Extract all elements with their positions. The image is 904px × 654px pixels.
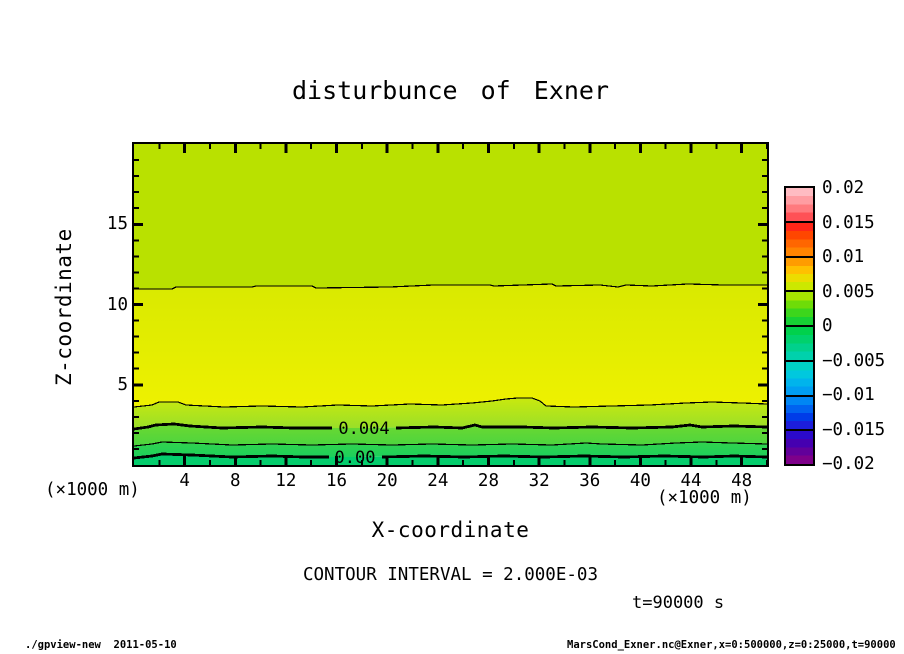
z-tick-label: 15 bbox=[106, 214, 128, 235]
colorbar-tick-label: 0.015 bbox=[822, 212, 875, 233]
x-tick-label: 40 bbox=[629, 471, 651, 491]
x-tick-label: 20 bbox=[376, 471, 398, 491]
colorbar bbox=[784, 186, 815, 466]
x-tick-label: 32 bbox=[528, 471, 550, 491]
z-tick-label: 5 bbox=[117, 374, 128, 395]
z-tick-label: 10 bbox=[106, 294, 128, 315]
footer-program-date: ./gpview-new 2011-05-10 bbox=[25, 639, 177, 651]
x-tick-label: 44 bbox=[680, 471, 702, 491]
x-axis-title: X-coordinate bbox=[371, 518, 530, 542]
z-axis-unit-label: (×1000 m) bbox=[45, 480, 140, 500]
contour-label: 0.00 bbox=[335, 448, 376, 465]
x-tick-label: 16 bbox=[326, 471, 348, 491]
x-tick-label: 24 bbox=[427, 471, 449, 491]
colorbar-tick-label: 0.02 bbox=[822, 178, 865, 198]
x-tick-label: 12 bbox=[275, 471, 297, 491]
footer-source-info: MarsCond_Exner.nc@Exner,x=0:500000,z=0:2… bbox=[567, 639, 896, 651]
colorbar-cell bbox=[786, 429, 813, 464]
colorbar-tick-label: 0.01 bbox=[822, 247, 865, 267]
contour-region bbox=[134, 424, 767, 446]
contour-region bbox=[134, 144, 767, 289]
colorbar-cell bbox=[786, 359, 813, 395]
colorbar-tick-label: 0 bbox=[822, 316, 833, 336]
x-tick-label: 28 bbox=[477, 471, 499, 491]
contour-label: 0.004 bbox=[338, 419, 389, 439]
contour-line-0.004 bbox=[395, 423, 767, 430]
colorbar-tick-label: −0.005 bbox=[822, 350, 886, 371]
contour-region bbox=[134, 442, 767, 458]
colorbar-cell bbox=[786, 290, 813, 325]
colorbar-tick-label: 0.005 bbox=[822, 281, 875, 302]
x-tick-label: 48 bbox=[731, 471, 753, 491]
x-axis-unit-label: (×1000 m) bbox=[657, 488, 752, 508]
colorbar-tick-label: −0.015 bbox=[822, 419, 886, 440]
contour-region bbox=[134, 398, 767, 429]
time-annotation: t=90000 s bbox=[632, 593, 725, 613]
contour-interval-text: CONTOUR INTERVAL = 2.000E-03 bbox=[302, 565, 598, 585]
x-tick-label: 36 bbox=[579, 471, 601, 491]
contour-line-0.006 bbox=[134, 283, 767, 290]
contour-line-0 bbox=[134, 452, 329, 460]
chart-title: disturbunce of Exner bbox=[291, 76, 610, 105]
colorbar-cell bbox=[786, 325, 813, 360]
contour-line-0.002 bbox=[134, 441, 767, 447]
colorbar-cell bbox=[786, 220, 813, 256]
colorbar-tick-label: −0.01 bbox=[822, 385, 875, 405]
colorbar-cell bbox=[786, 188, 813, 221]
contour-line-0.004 bbox=[134, 422, 332, 431]
contour-line-0 bbox=[381, 454, 767, 459]
colorbar-cell bbox=[786, 255, 813, 291]
contour-line-0.006 bbox=[134, 397, 767, 408]
contour-region bbox=[134, 284, 767, 407]
colorbar-cell bbox=[786, 394, 813, 430]
x-tick-label: 4 bbox=[179, 471, 190, 491]
x-tick-label: 8 bbox=[229, 471, 241, 491]
contour-plot-svg: 0.004 0.00 bbox=[134, 144, 767, 465]
plot-area: 0.004 0.00 bbox=[132, 142, 769, 467]
z-axis-title: Z-coordinate bbox=[52, 228, 76, 386]
colorbar-tick-label: −0.02 bbox=[822, 454, 875, 474]
